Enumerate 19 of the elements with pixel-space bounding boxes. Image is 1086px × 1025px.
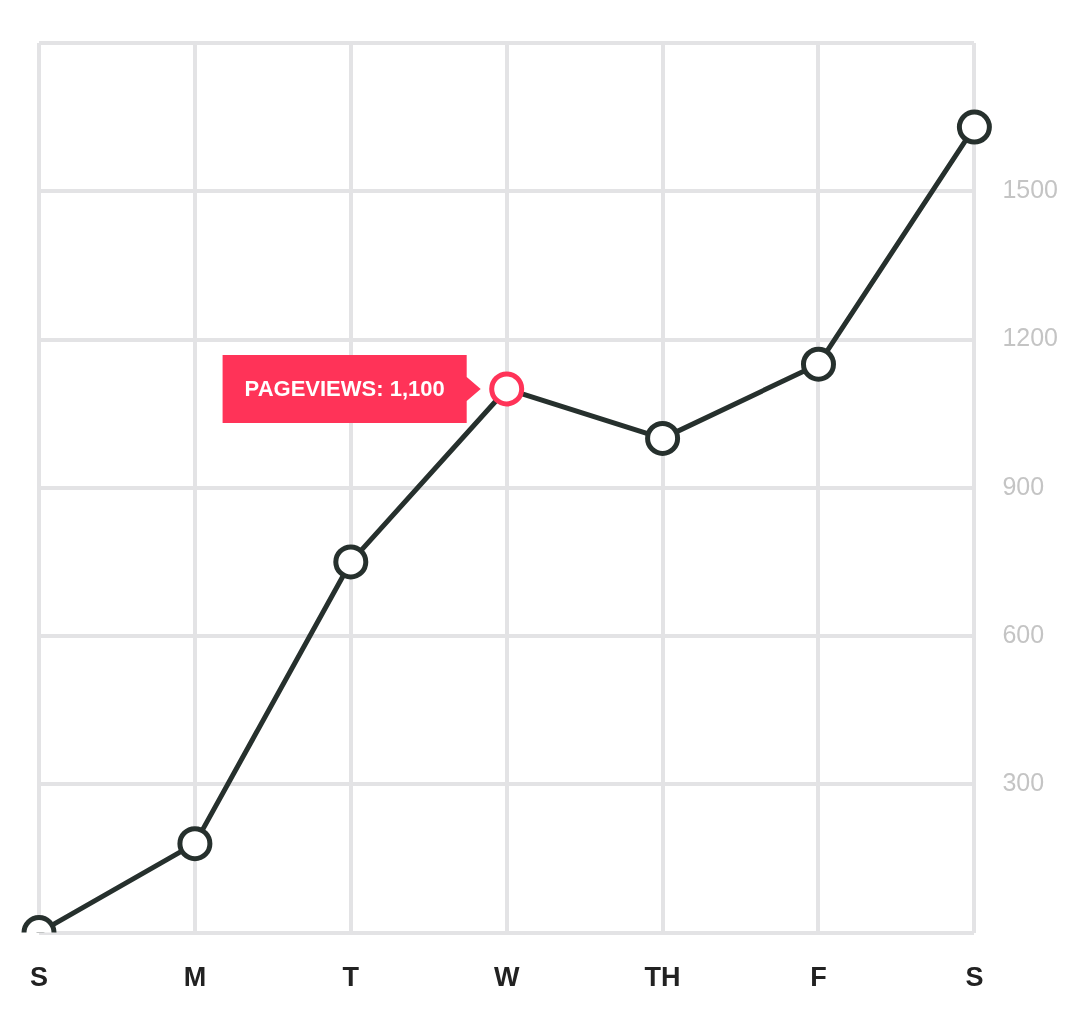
point (645, 420, 681, 456)
x-tick-label: TH (644, 962, 681, 993)
y-tick-label: 900 (1002, 471, 1045, 500)
x-tick-label: S (965, 962, 984, 993)
point (333, 544, 369, 580)
x-tick-label: T (342, 962, 360, 993)
point (489, 371, 525, 407)
x-tick-label: M (183, 962, 207, 993)
y-tick-label: 1200 (1002, 323, 1059, 352)
annotation: PAGEVIEWS: 1,100 (244, 376, 445, 402)
point (956, 109, 992, 145)
y-tick-label: 300 (1002, 768, 1045, 797)
y-tick-label: 1500 (1002, 175, 1059, 204)
x-tick-label: S (30, 962, 49, 993)
point (800, 346, 836, 382)
x-tick-label: F (810, 962, 827, 993)
x-tick-label: W (493, 962, 520, 993)
y-tick-label: 600 (1002, 619, 1045, 648)
point (177, 826, 213, 862)
